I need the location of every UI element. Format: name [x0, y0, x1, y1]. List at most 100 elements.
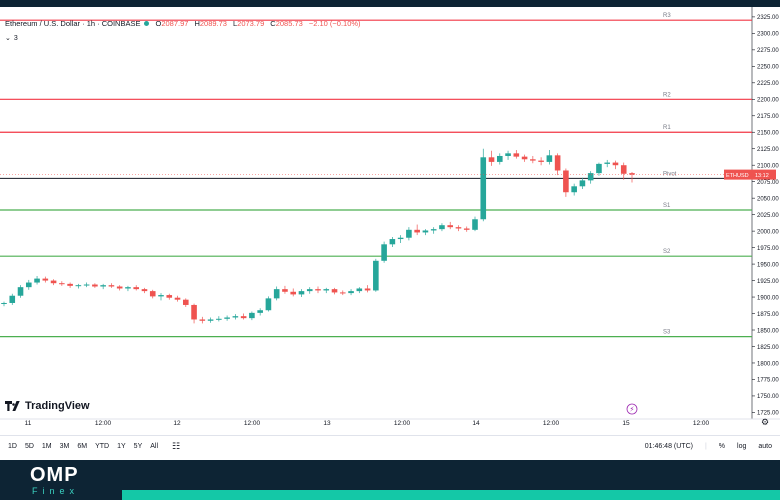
candle-body — [100, 285, 106, 287]
candle-body — [571, 186, 577, 193]
candle-body — [373, 260, 379, 291]
y-tick-label: 1975.00 — [757, 246, 779, 252]
candle-body — [472, 219, 478, 230]
log-toggle[interactable]: log — [737, 443, 747, 450]
utc-clock[interactable]: 01:46:48 (UTC) — [644, 443, 693, 450]
range-button-6m[interactable]: 6M — [77, 443, 88, 450]
top-dark-bar — [0, 0, 780, 7]
candle-body — [406, 229, 412, 238]
candle-body — [83, 284, 90, 286]
candle-body — [496, 155, 503, 162]
candle-body — [389, 239, 396, 245]
y-tick-label: 1725.00 — [757, 411, 779, 417]
y-tick-label: 1900.00 — [757, 295, 779, 301]
y-tick-label: 1750.00 — [757, 394, 779, 400]
symbol-title[interactable]: Ethereum / U.S. Dollar · 1h · COINBASE — [5, 18, 141, 28]
chevron-down-icon: ⌄ — [5, 35, 11, 42]
candle-body — [414, 229, 420, 233]
candle-body — [240, 316, 247, 319]
event-marker-icon[interactable] — [626, 403, 638, 415]
x-tick-label: 12:00 — [244, 420, 261, 427]
candle-body — [141, 289, 148, 292]
y-tick-label: 1925.00 — [757, 279, 779, 285]
candle-body — [59, 283, 65, 285]
pivot-label-r3: R3 — [663, 13, 671, 19]
candle-body — [17, 287, 24, 296]
y-tick-label: 2175.00 — [757, 114, 779, 120]
pivot-label-s2: S2 — [663, 249, 671, 255]
footer-brand: OMP — [30, 464, 79, 486]
x-tick-label: 14 — [472, 420, 480, 427]
x-tick-label: 12 — [173, 420, 181, 427]
candle-body — [513, 153, 520, 157]
range-button-5y[interactable]: 5Y — [133, 443, 143, 450]
candle-body — [596, 163, 602, 174]
y-tick-label: 2150.00 — [757, 131, 779, 137]
candle-body — [620, 165, 627, 174]
chart-area[interactable]: 2325.00 2300.00 2275.00 2250.00 2225.00 2200.… — [0, 7, 780, 460]
candle-body — [108, 285, 115, 287]
pivot-label-s1: S1 — [663, 203, 671, 209]
candle-body — [125, 287, 131, 289]
candle-body — [430, 229, 437, 231]
candle-body — [439, 225, 445, 230]
candle-body — [381, 244, 387, 261]
candle-body — [133, 287, 140, 290]
tradingview-label: TradingView — [25, 400, 90, 412]
candle-body — [505, 153, 511, 156]
candle-body — [480, 157, 487, 220]
candle-body — [34, 278, 40, 283]
candle-body — [166, 295, 173, 298]
pivot-label-r2: R2 — [663, 92, 671, 98]
range-button-1d[interactable]: 1D — [8, 443, 17, 450]
ohlc-open: O2087.97 — [155, 18, 189, 28]
candle-body — [331, 289, 338, 293]
candle-body — [265, 298, 272, 311]
candle-body — [546, 155, 553, 162]
range-button-all[interactable]: All — [150, 443, 159, 450]
range-button-1y[interactable]: 1Y — [117, 443, 126, 450]
candle-body — [207, 319, 214, 321]
range-button-ytd[interactable]: YTD — [95, 443, 110, 450]
price-badge-symbol-bg — [724, 169, 752, 180]
percent-toggle[interactable]: % — [718, 443, 726, 450]
candle-body — [25, 282, 32, 288]
range-button-1m[interactable]: 1M — [41, 443, 52, 450]
market-status-dot — [144, 20, 150, 26]
chart-canvas[interactable]: 2325.00 2300.00 2275.00 2250.00 2225.00 2200.… — [0, 7, 780, 427]
symbol-legend: Ethereum / U.S. Dollar · 1h · COINBASE O… — [5, 16, 361, 30]
candle-body — [50, 280, 57, 284]
tradingview-logo[interactable]: TradingView — [5, 400, 90, 412]
candle-body — [587, 173, 594, 181]
calendar-goto-icon[interactable]: ☷ — [172, 441, 181, 451]
ohlc-low: L2073.79 — [232, 18, 265, 28]
range-button-3m[interactable]: 3M — [59, 443, 70, 450]
candle-body — [290, 291, 297, 295]
y-tick-label: 1800.00 — [757, 361, 779, 367]
candle-body — [455, 227, 462, 229]
y-tick-label: 2100.00 — [757, 164, 779, 170]
range-button-5d[interactable]: 5D — [24, 443, 34, 450]
price-change: −2.10 (−0.10%) — [308, 18, 361, 28]
footer-brand-sub: Finex — [32, 486, 80, 496]
y-tick-label: 1775.00 — [757, 378, 779, 384]
candle-body — [216, 318, 222, 320]
gear-icon[interactable]: ⚙ — [761, 418, 769, 427]
candle-body — [182, 299, 189, 305]
ohlc-close: C2085.73 — [270, 18, 303, 28]
candle-body — [521, 156, 528, 160]
price-badge-countdown: 13:12 — [755, 173, 769, 179]
candle-body — [42, 278, 49, 281]
auto-toggle[interactable]: auto — [758, 443, 772, 450]
candle-body — [315, 289, 321, 291]
indicator-count: 3 — [13, 34, 18, 42]
candle-body — [323, 289, 330, 291]
x-tick-label: 12:00 — [543, 420, 560, 427]
y-tick-label: 2050.00 — [757, 196, 779, 202]
candle-body — [158, 295, 164, 297]
candle-body — [364, 288, 371, 291]
indicator-collapse-toggle[interactable]: ⌄ 3 — [5, 34, 18, 43]
candle-body — [224, 317, 230, 319]
candle-body — [67, 283, 73, 286]
candle-body — [339, 292, 346, 294]
